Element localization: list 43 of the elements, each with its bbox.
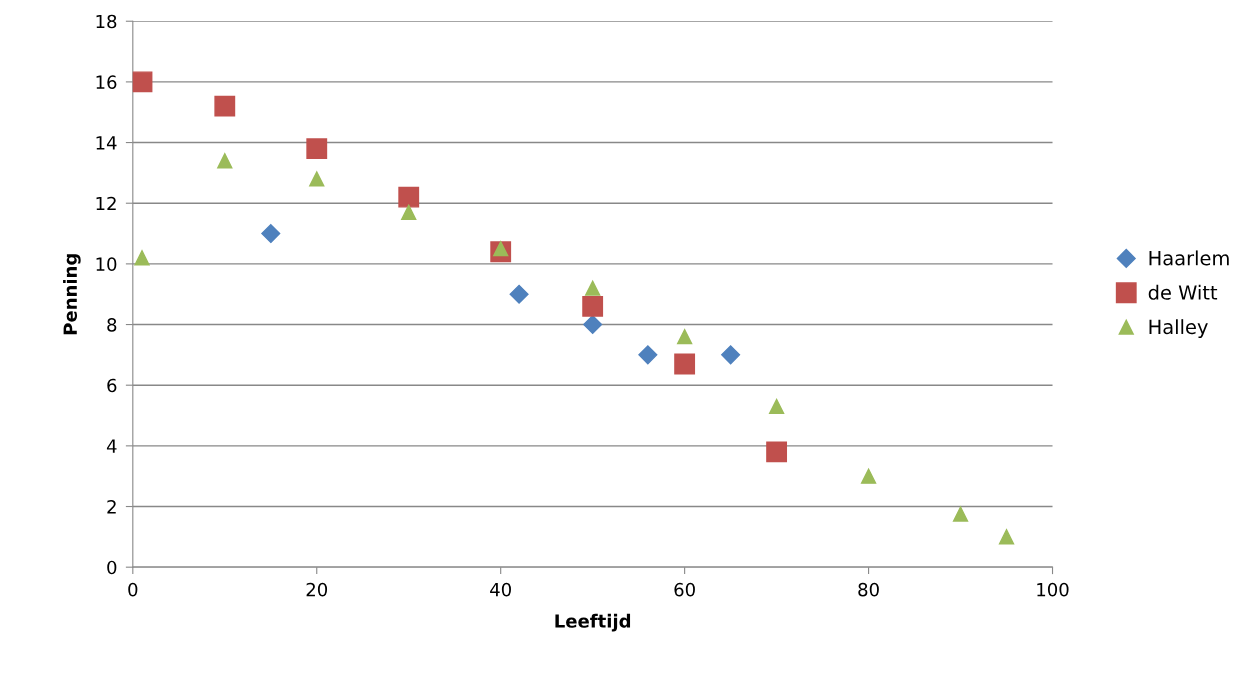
point bbox=[309, 171, 325, 187]
x-tick-label: 80 bbox=[858, 582, 879, 597]
point bbox=[952, 506, 969, 522]
y-tick-label: 6 bbox=[107, 378, 117, 393]
x-tick-label: 40 bbox=[490, 582, 511, 597]
y-tick-label: 16 bbox=[96, 75, 117, 90]
point bbox=[401, 204, 417, 220]
point bbox=[998, 529, 1015, 545]
point bbox=[721, 345, 741, 365]
y-tick-label: 0 bbox=[107, 560, 117, 575]
y-tick-label: 2 bbox=[107, 499, 116, 514]
point bbox=[676, 329, 693, 345]
legend-label: Haarlem bbox=[1149, 250, 1229, 266]
x-tick-label: 0 bbox=[128, 582, 138, 597]
y-tick-label: 10 bbox=[96, 257, 117, 271]
point bbox=[860, 468, 877, 484]
y-tick-label: 18 bbox=[96, 14, 117, 29]
x-tick-label: 100 bbox=[1037, 582, 1069, 597]
x-tick-label: 60 bbox=[674, 582, 695, 597]
legend-label: de Witt bbox=[1148, 284, 1218, 300]
point bbox=[306, 138, 328, 160]
y-tick-label: 12 bbox=[96, 196, 116, 211]
point bbox=[583, 315, 603, 335]
x-axis-title: Leeftijd bbox=[555, 613, 631, 632]
point bbox=[132, 71, 153, 93]
y-axis-title: Penning bbox=[63, 254, 81, 335]
y-tick-label: 8 bbox=[107, 318, 117, 332]
legend-label: Halley bbox=[1149, 319, 1208, 338]
x-tick-label: 20 bbox=[306, 582, 328, 597]
point bbox=[638, 345, 658, 365]
point bbox=[261, 224, 281, 244]
point bbox=[585, 280, 601, 296]
point bbox=[509, 284, 529, 304]
point bbox=[582, 295, 604, 317]
point bbox=[217, 153, 233, 169]
point bbox=[134, 250, 150, 266]
point bbox=[214, 95, 236, 117]
point bbox=[768, 398, 785, 415]
point bbox=[398, 186, 420, 208]
point bbox=[674, 353, 696, 375]
y-tick-label: 14 bbox=[96, 136, 117, 150]
y-tick-label: 4 bbox=[106, 439, 117, 453]
point bbox=[766, 441, 788, 463]
